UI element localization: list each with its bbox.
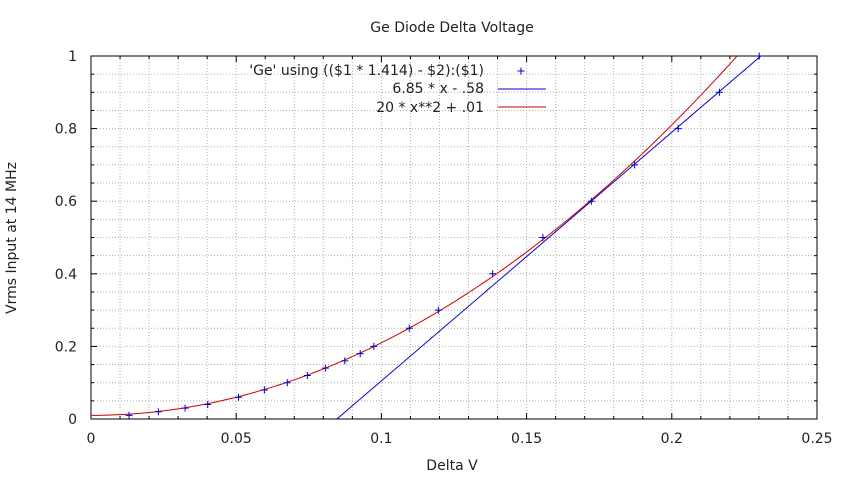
y-tick-label: 1	[68, 49, 77, 65]
data-point-ge	[181, 404, 189, 412]
data-point-ge	[405, 324, 413, 332]
x-tick-label: 0.25	[801, 431, 832, 447]
data-point-ge	[321, 364, 329, 372]
legend-label-quadratic-fit: 20 * x**2 + .01	[376, 100, 484, 116]
y-tick-label: 0.8	[55, 122, 77, 138]
data-point-ge	[260, 386, 268, 394]
x-tick-label: 0	[87, 431, 96, 447]
y-axis-label: Vrms Input at 14 MHz	[4, 162, 20, 314]
data-point-ge	[204, 400, 212, 408]
x-axis-label: Delta V	[426, 458, 478, 474]
data-point-ge	[434, 306, 442, 314]
x-tick-label: 0.15	[511, 431, 542, 447]
series-line-quadratic-fit	[91, 56, 738, 416]
legend-label-linear-fit: 6.85 * x - .58	[392, 81, 484, 97]
legend-label-ge-points: 'Ge' using (($1 * 1.414) - $2):($1)	[249, 63, 484, 79]
data-point-ge	[755, 52, 763, 60]
data-point-ge	[489, 270, 497, 278]
legend-marker-ge-points	[517, 67, 525, 75]
x-tick-label: 0.2	[661, 431, 683, 447]
data-point-ge	[674, 125, 682, 133]
data-point-ge	[587, 197, 595, 205]
data-point-ge	[341, 357, 349, 365]
x-tick-label: 0.05	[221, 431, 252, 447]
data-point-ge	[303, 371, 311, 379]
y-tick-label: 0.6	[55, 194, 77, 210]
data-point-ge	[125, 411, 133, 419]
series-layer	[91, 52, 763, 419]
legend: 'Ge' using (($1 * 1.414) - $2):($1) 6.85…	[249, 63, 546, 116]
x-tick-label: 0.1	[370, 431, 392, 447]
y-tick-label: 0.4	[55, 267, 77, 283]
grid-lines	[91, 56, 817, 419]
axis-ticks: 0 0.05 0.1 0.15 0.2 0.25 0 0.2 0.4 0.6 0.8 1	[55, 49, 833, 447]
data-point-ge	[356, 350, 364, 358]
data-point-ge	[715, 88, 723, 96]
data-point-ge	[235, 393, 243, 401]
series-line-linear-fit	[336, 56, 762, 419]
chart-title: Ge Diode Delta Voltage	[370, 20, 533, 36]
data-point-ge	[283, 379, 291, 387]
data-point-ge	[154, 408, 162, 416]
data-point-ge	[370, 342, 378, 350]
data-point-ge	[539, 234, 547, 241]
y-tick-label: 0.2	[55, 339, 77, 355]
data-point-ge	[631, 161, 639, 169]
y-tick-label: 0	[68, 412, 77, 428]
